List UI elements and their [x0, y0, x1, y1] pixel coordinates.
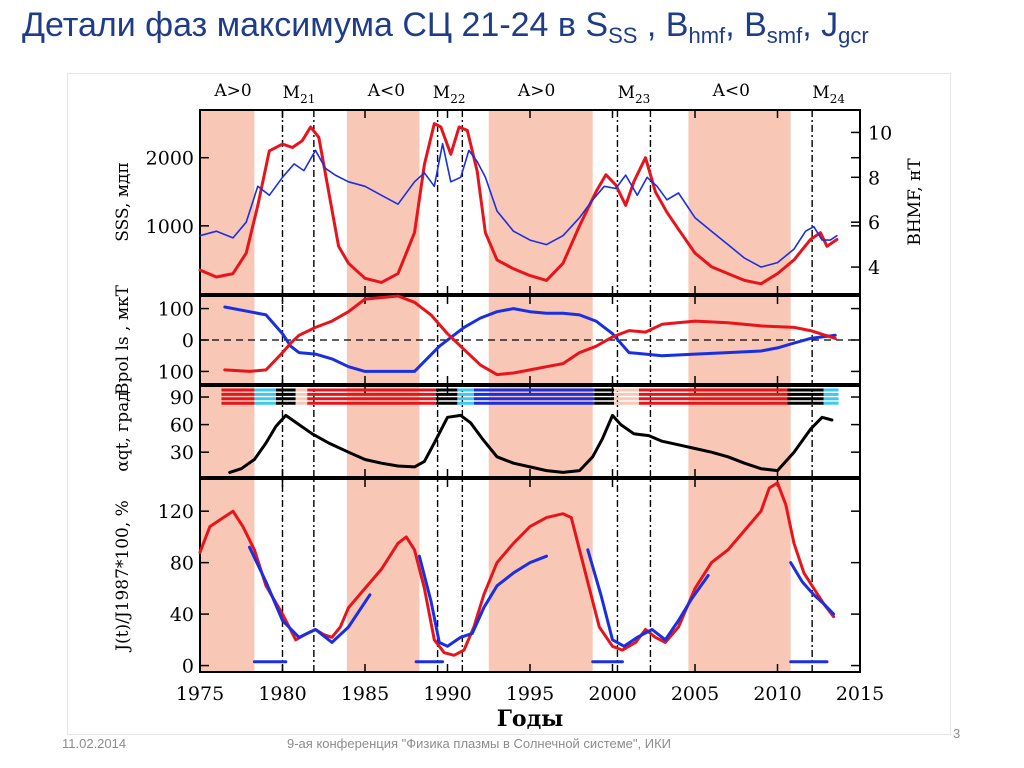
y-axis-label-sunspot-and-hmf: SSS, мдп — [113, 162, 133, 242]
y-tick-label-right: 4 — [868, 257, 880, 279]
series-model-M22 — [417, 554, 548, 648]
y-tick-label-right: 10 — [868, 122, 892, 144]
maximum-label: M24 — [812, 83, 845, 106]
title-sub-hmf: hmf — [688, 23, 726, 48]
y-tick-label: 100 — [158, 361, 194, 383]
polarity-label: A>0 — [517, 81, 555, 101]
y-axis-label-tilt-angle: αqt, град — [113, 391, 133, 471]
maximum-label: M23 — [618, 83, 651, 106]
polarity-label: A<0 — [367, 81, 405, 101]
series-model-M24 — [789, 561, 836, 616]
y-axis-label-right: BHMF, нТ — [905, 158, 925, 246]
y-tick-label: 0 — [182, 656, 194, 678]
y-tick-label: 0 — [182, 330, 194, 352]
slide-title: Детали фаз максимума СЦ 21-24 в SSS , Bh… — [22, 6, 1022, 49]
y-tick-label-right: 8 — [868, 167, 880, 189]
y-tick-label: 60 — [170, 415, 194, 437]
x-tick-label: 1980 — [258, 683, 306, 705]
title-sub-ss: SS — [608, 23, 638, 48]
x-tick-label: 1985 — [341, 683, 389, 705]
x-axis-label: Годы — [497, 706, 564, 732]
title-text: , J — [802, 6, 839, 44]
y-tick-label: 30 — [170, 442, 194, 464]
x-tick-label: 1990 — [423, 683, 471, 705]
title-text: Детали фаз максимума СЦ 21-24 в S — [22, 6, 609, 44]
x-tick-label: 2005 — [671, 683, 719, 705]
polarity-label: A<0 — [712, 81, 750, 101]
series-Sss — [198, 122, 839, 286]
title-text: , B — [725, 6, 767, 44]
y-axis-label-cosmic-rays: J(t)/J1987*100, % — [113, 500, 133, 653]
y-tick-label-right: 6 — [868, 212, 880, 234]
y-tick-label: 40 — [170, 604, 194, 626]
title-text: , B — [637, 6, 689, 44]
y-tick-label: 120 — [158, 501, 194, 523]
x-tick-label: 2015 — [836, 683, 884, 705]
x-tick-label: 1975 — [176, 683, 224, 705]
maximum-label: M21 — [283, 83, 316, 106]
x-tick-label: 1995 — [506, 683, 554, 705]
series-model-M23 — [586, 548, 710, 648]
title-sub-smf: smf — [766, 23, 803, 48]
y-tick-label: 100 — [158, 299, 194, 321]
title-sub-gcr: gcr — [838, 23, 869, 48]
footer-date: 11.02.2014 — [62, 736, 127, 751]
series-south — [223, 294, 837, 377]
polarity-label: A>0 — [213, 81, 251, 101]
y-tick-label: 2000 — [146, 148, 194, 170]
y-tick-label: 80 — [170, 553, 194, 575]
footer-conference: 9-ая конференция "Физика плазмы в Солнеч… — [287, 736, 672, 751]
x-tick-label: 2010 — [753, 683, 801, 705]
series-north — [223, 305, 837, 373]
y-axis-label-polar-field: Bpol ls , мкТ — [113, 284, 133, 395]
maximum-label: M22 — [433, 83, 466, 106]
x-tick-label: 2000 — [588, 683, 636, 705]
solar-cycle-chart: A>0 A<0 A>0 A<0 M21 M22 M23 M24 1975 1980 1985 1990… — [113, 81, 925, 732]
figure-panel: A>0 A<0 A>0 A<0 M21 M22 M23 M24 1975 1980 1985 1990… — [68, 74, 950, 734]
series-tilt — [228, 413, 834, 474]
page-number: 3 — [953, 726, 961, 741]
series-model-M21 — [248, 545, 372, 644]
series-BHMF — [199, 142, 838, 268]
y-tick-label: 1000 — [146, 216, 194, 238]
y-tick-label: 90 — [170, 387, 194, 409]
